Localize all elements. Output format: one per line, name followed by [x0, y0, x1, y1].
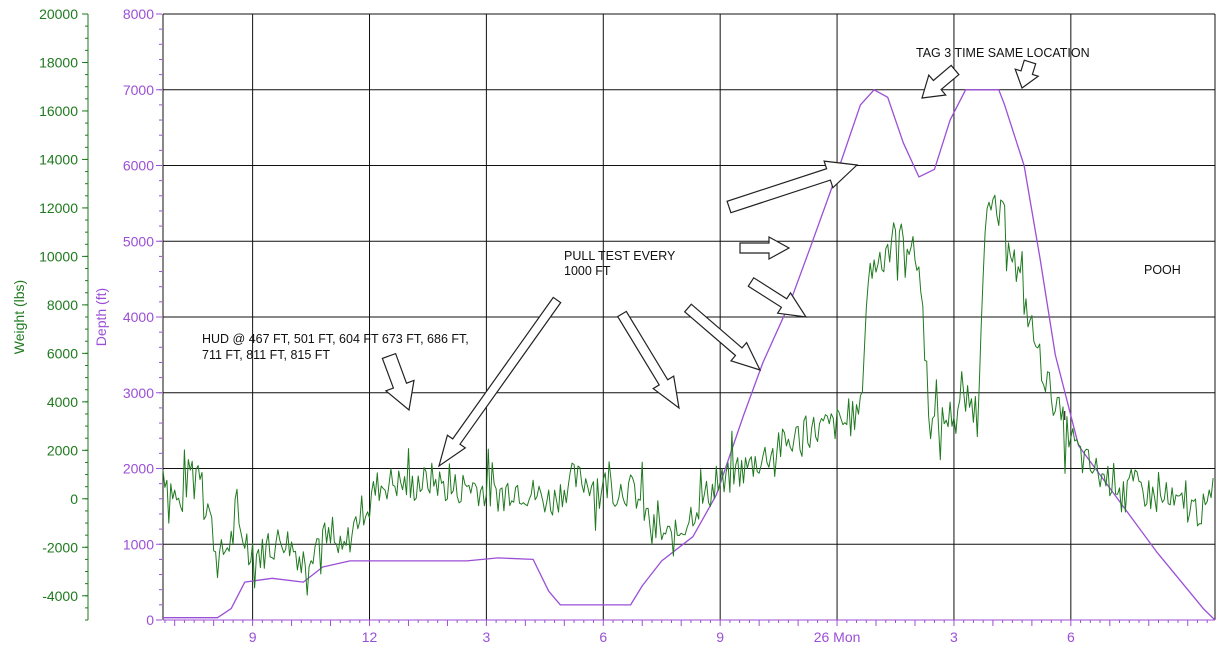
weight-tick-label: 0: [70, 491, 78, 507]
annotation-tag: TAG 3 TIME SAME LOCATION: [916, 46, 1090, 60]
x-tick-label: 9: [249, 629, 257, 645]
axes: 2000018000160001400012000100008000600040…: [11, 6, 1215, 645]
pull-test-arrow-6: [726, 160, 859, 214]
annotation-hud-line-1: HUD @ 467 FT, 501 FT, 604 FT 673 FT, 686…: [202, 332, 469, 346]
weight-tick-label: 12000: [39, 200, 78, 216]
weight-tick-label: 2000: [47, 442, 78, 458]
tag-arrow-2: [1014, 59, 1040, 89]
pull-test-arrow-2: [616, 310, 680, 410]
weight-tick-label: 8000: [47, 297, 78, 313]
weight-tick-label: 6000: [47, 345, 78, 361]
depth-tick-label: 1000: [123, 536, 154, 552]
annotation-pooh: POOH: [1144, 263, 1181, 277]
annotation-pull-test-line-2: 1000 FT: [564, 264, 611, 278]
weight-tick-label: 14000: [39, 151, 78, 167]
depth-tick-label: 4000: [123, 309, 154, 325]
annotation-hud-line-2: 711 FT, 811 FT, 815 FT: [202, 348, 330, 362]
annotation-cursor: I: [1063, 409, 1066, 423]
depth-tick-label: 0: [146, 612, 154, 628]
pull-test-arrow-5: [739, 235, 791, 261]
weight-tick-label: 20000: [39, 6, 78, 22]
x-tick-label: 3: [482, 629, 490, 645]
x-tick-label: 26 Mon: [814, 629, 861, 645]
series-line-weight: [162, 194, 1214, 596]
x-tick-label: 9: [716, 629, 724, 645]
x-tick-label: 6: [1067, 629, 1075, 645]
depth-tick-label: 8000: [123, 6, 154, 22]
x-tick-label: 3: [950, 629, 958, 645]
weight-axis-label: Weight (lbs): [11, 280, 27, 354]
pull-test-arrow-1: [437, 296, 562, 468]
annotations: HUD @ 467 FT, 501 FT, 604 FT 673 FT, 686…: [202, 46, 1181, 423]
depth-tick-label: 5000: [123, 233, 154, 249]
pull-test-arrow-3: [683, 303, 762, 371]
grid: [162, 13, 1216, 621]
weight-tick-label: 18000: [39, 54, 78, 70]
depth-tick-label: 7000: [123, 82, 154, 98]
weight-tick-label: 16000: [39, 103, 78, 119]
x-tick-label: 12: [362, 629, 378, 645]
weight-tick-label: 10000: [39, 248, 78, 264]
weight-tick-label: 4000: [47, 394, 78, 410]
weight-tick-label: -2000: [42, 539, 78, 555]
x-tick-label: 6: [599, 629, 607, 645]
depth-axis-label: Depth (ft): [93, 288, 109, 346]
depth-tick-label: 3000: [123, 385, 154, 401]
annotation-pull-test-line-1: PULL TEST EVERY: [564, 249, 676, 263]
hud-arrow: [381, 352, 415, 412]
weight-tick-label: -4000: [42, 588, 78, 604]
tag-arrow-1: [921, 64, 960, 99]
depth-tick-label: 6000: [123, 158, 154, 174]
pull-test-arrow-4: [747, 276, 808, 318]
depth-tick-label: 2000: [123, 461, 154, 477]
annotation-arrows: [381, 59, 1040, 468]
